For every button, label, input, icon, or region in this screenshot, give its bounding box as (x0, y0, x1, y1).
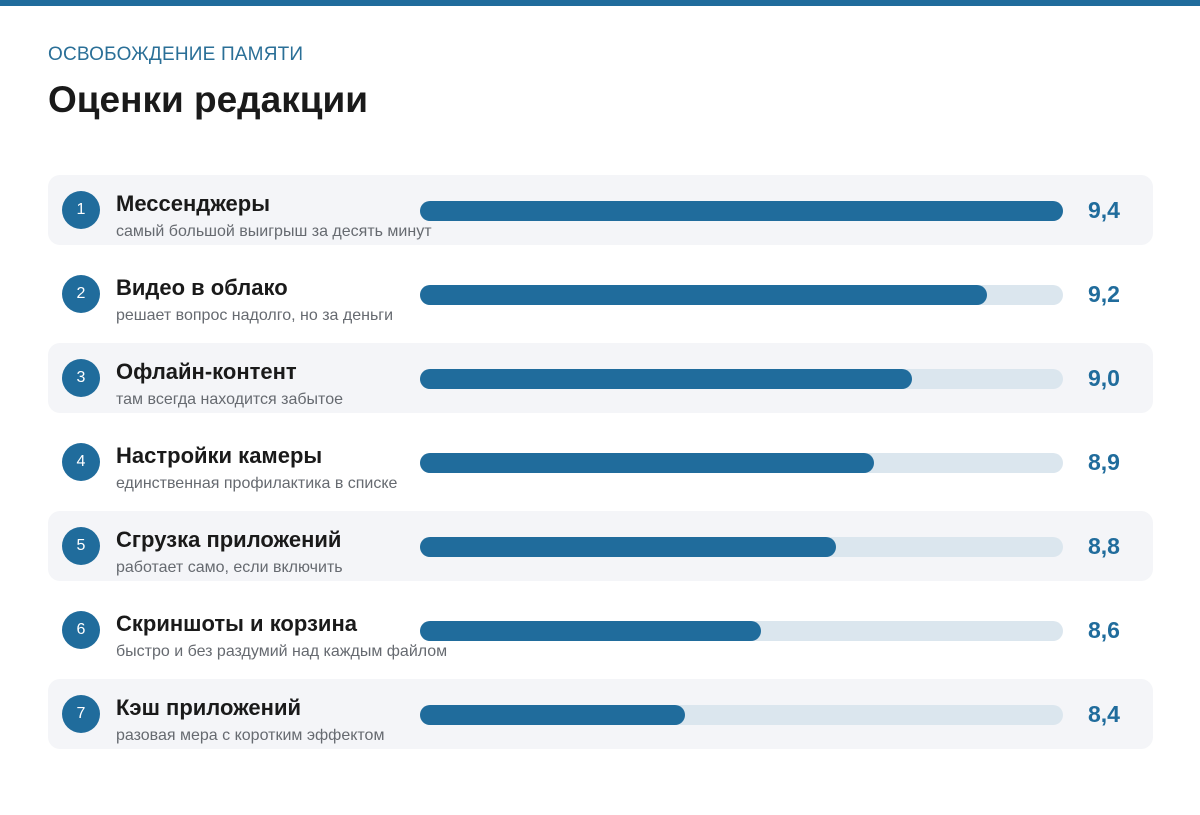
rating-row-5: 5 Сгрузка приложений работает само, если… (48, 511, 1153, 581)
score-label: 9,2 (1088, 281, 1120, 307)
bar-track (420, 285, 1063, 305)
bar-fill (420, 201, 1063, 221)
item-name: Сгрузка приложений (116, 527, 342, 552)
item-name: Кэш приложений (116, 695, 301, 720)
top-accent-bar (0, 0, 1200, 6)
bar-track (420, 201, 1063, 221)
item-name: Офлайн-контент (116, 359, 297, 384)
rank-badge: 6 (62, 611, 100, 649)
bar-track (420, 453, 1063, 473)
bar-track (420, 537, 1063, 557)
item-name: Видео в облако (116, 275, 288, 300)
bar-fill (420, 537, 836, 557)
item-description: разовая мера с коротким эффектом (116, 727, 385, 744)
bar-fill (420, 285, 987, 305)
rating-row-2: 2 Видео в облако решает вопрос надолго, … (48, 259, 1153, 329)
item-name: Мессенджеры (116, 191, 270, 216)
item-description: быстро и без раздумий над каждым файлом (116, 643, 448, 660)
score-label: 9,0 (1088, 365, 1120, 391)
page-title: Оценки редакции (48, 79, 368, 120)
rating-row-3: 3 Офлайн-контент там всегда находится за… (48, 343, 1153, 413)
bar-track (420, 369, 1063, 389)
rating-row-7: 7 Кэш приложений разовая мера с коротким… (48, 679, 1153, 749)
rank-badge: 1 (62, 191, 100, 229)
score-label: 8,4 (1088, 701, 1120, 727)
bar-fill (420, 621, 761, 641)
score-label: 8,9 (1088, 449, 1120, 475)
bar-track (420, 705, 1063, 725)
item-description: работает само, если включить (116, 559, 343, 576)
rating-row-6: 6 Скриншоты и корзина быстро и без разду… (48, 595, 1153, 665)
score-label: 8,8 (1088, 533, 1120, 559)
item-name: Настройки камеры (116, 443, 323, 468)
score-label: 8,6 (1088, 617, 1120, 643)
bar-fill (420, 369, 912, 389)
bar-track (420, 621, 1063, 641)
item-description: единственная профилактика в списке (116, 475, 398, 492)
item-description: самый большой выигрыш за десять минут (116, 223, 432, 240)
section-kicker: ОСВОБОЖДЕНИЕ ПАМЯТИ (48, 44, 304, 65)
rating-row-4: 4 Настройки камеры единственная профилак… (48, 427, 1153, 497)
score-label: 9,4 (1088, 197, 1120, 223)
rank-badge: 3 (62, 359, 100, 397)
rank-badge: 5 (62, 527, 100, 565)
rank-badge: 4 (62, 443, 100, 481)
item-description: там всегда находится забытое (116, 391, 343, 408)
item-description: решает вопрос надолго, но за деньги (116, 307, 394, 324)
item-name: Скриншоты и корзина (116, 611, 357, 636)
bar-fill (420, 453, 874, 473)
bar-fill (420, 705, 685, 725)
rating-row-1: 1 Мессенджеры самый большой выигрыш за д… (48, 175, 1153, 245)
rank-badge: 7 (62, 695, 100, 733)
ratings-chart: 1 Мессенджеры самый большой выигрыш за д… (48, 175, 1153, 763)
rank-badge: 2 (62, 275, 100, 313)
